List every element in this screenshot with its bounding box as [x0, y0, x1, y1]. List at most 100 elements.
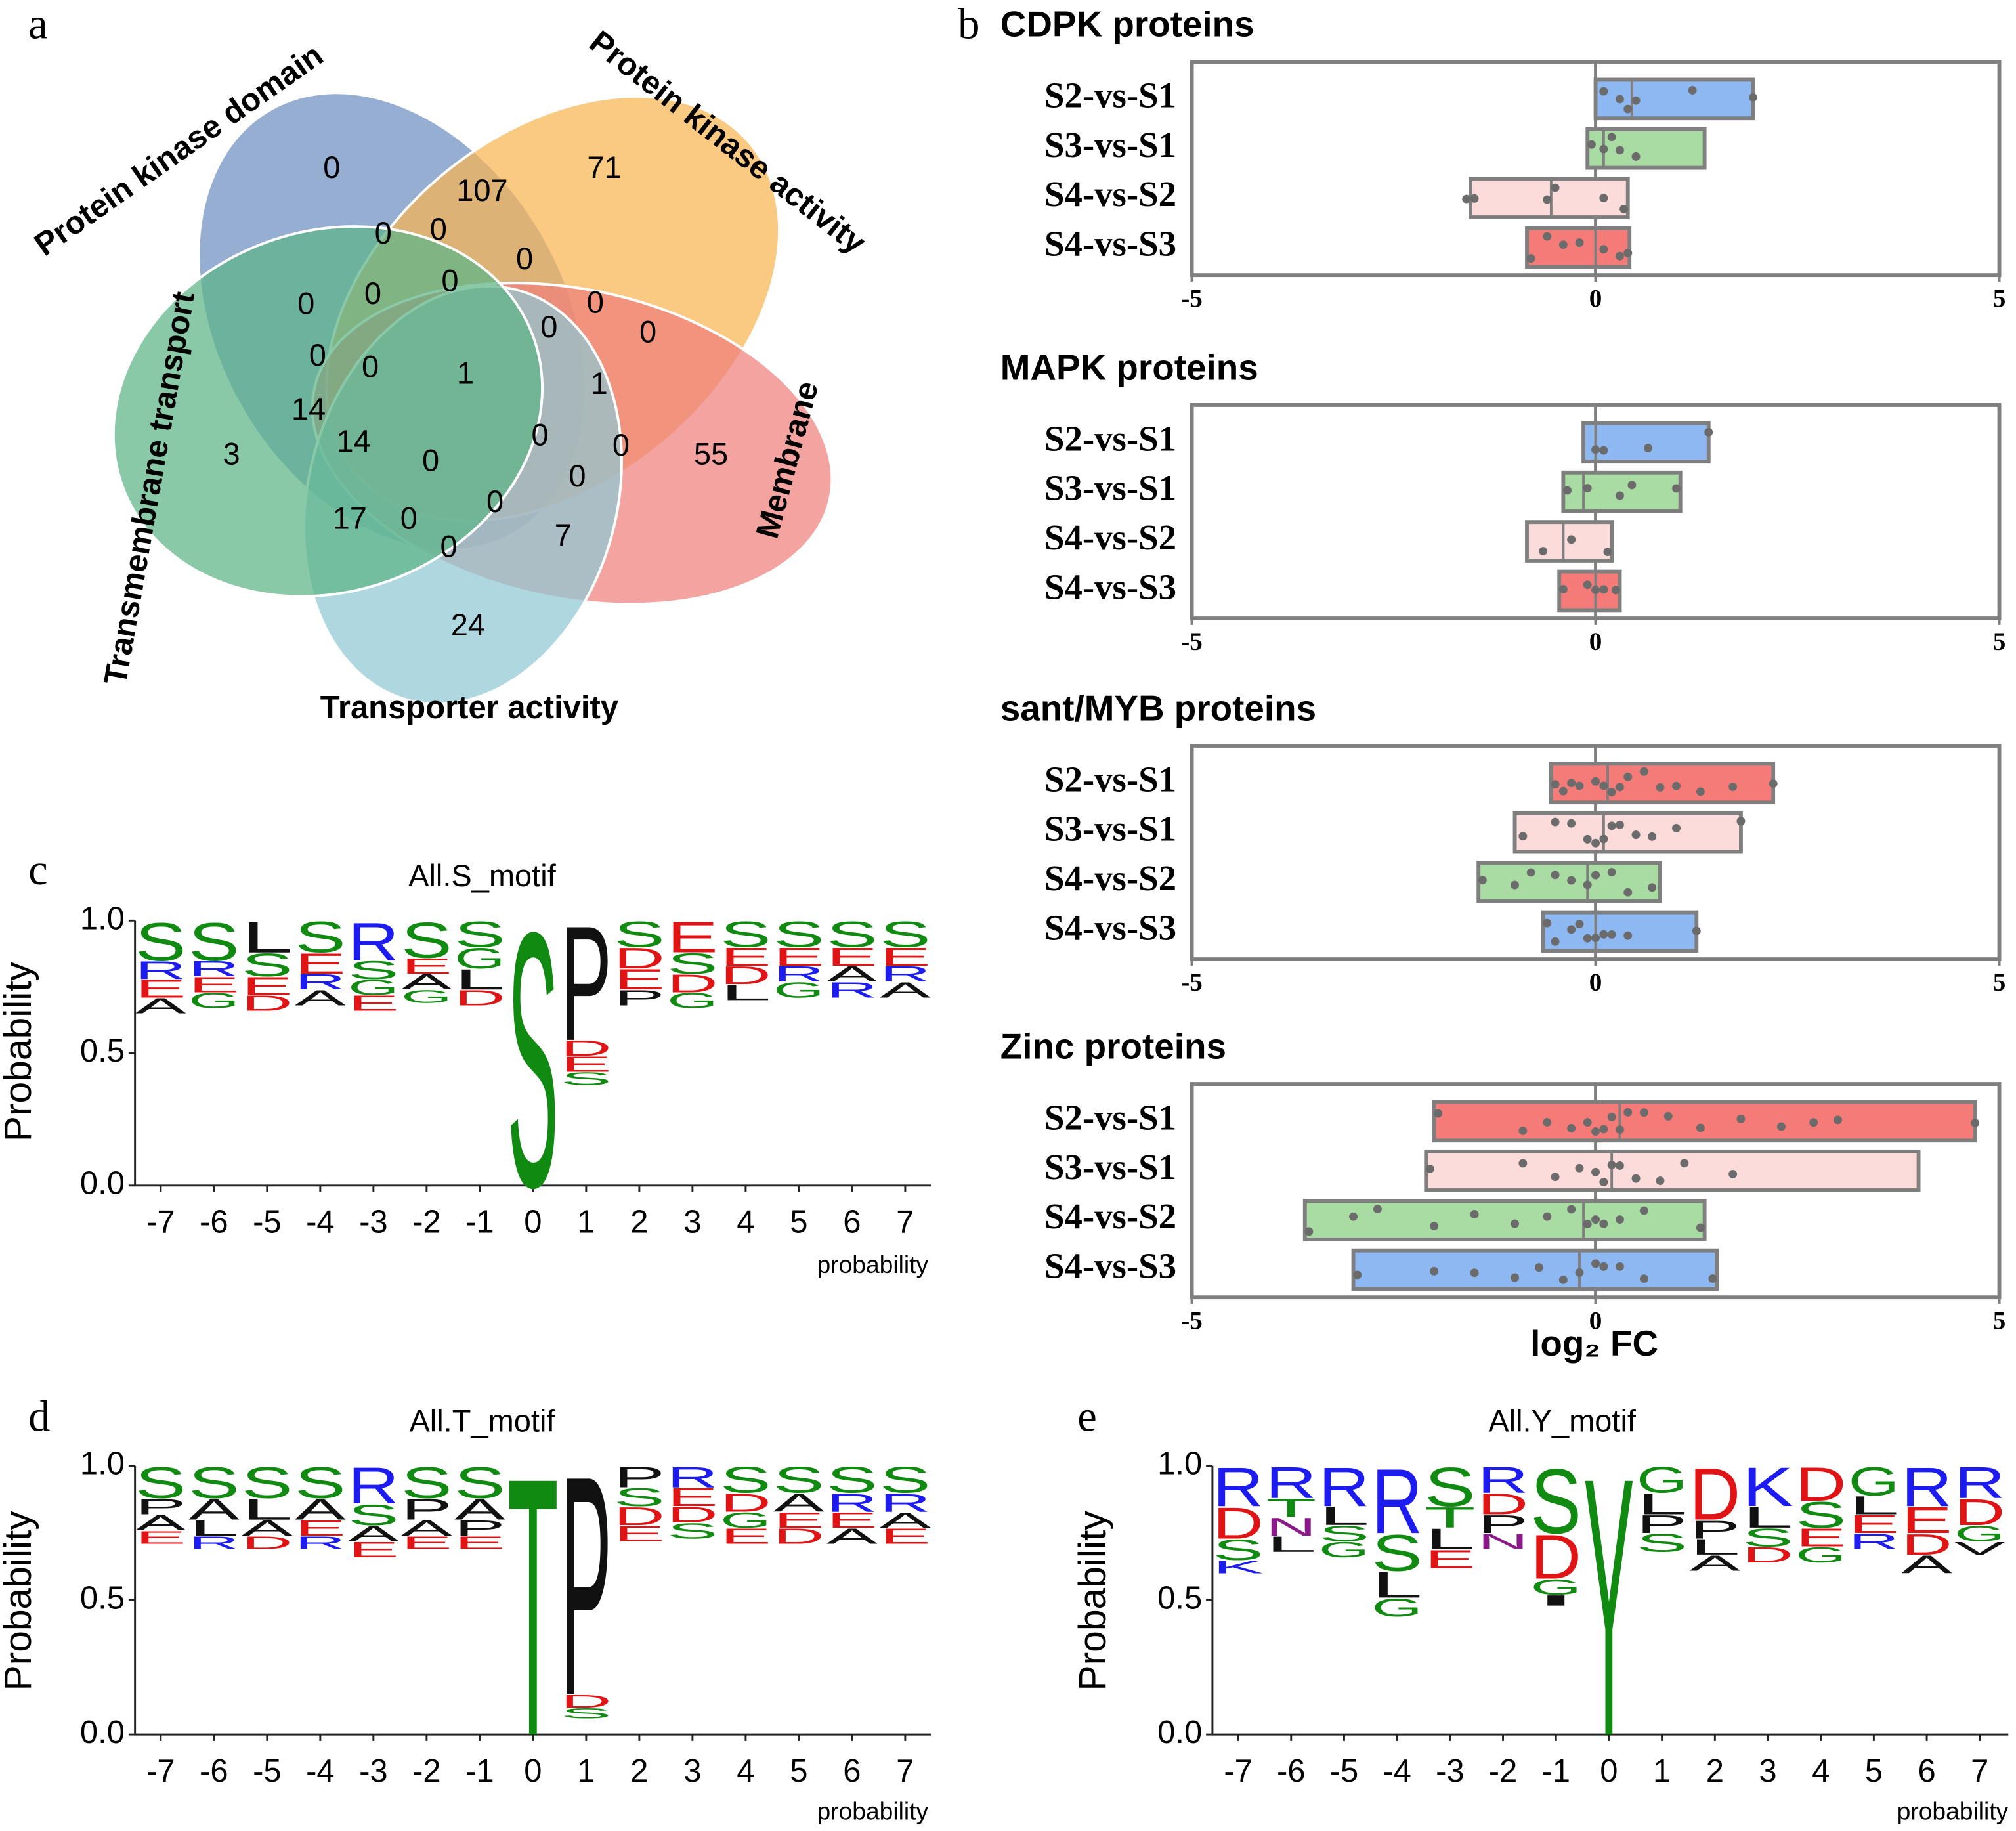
x-axis-label: probability	[817, 1251, 928, 1278]
chart-title: CDPK proteins	[1000, 4, 1255, 45]
logo-letter: A	[401, 970, 452, 994]
logo-letter: G	[188, 988, 240, 1012]
logo-letter: S	[507, 857, 559, 1263]
logo-letter: A	[1901, 1550, 1952, 1579]
logo-letter: S	[1371, 1524, 1422, 1582]
x-tick-label: 0	[1589, 628, 1602, 656]
logo-letter: E	[880, 943, 931, 971]
x-tick-label: -6	[200, 1204, 228, 1239]
logo-letter: R	[667, 1461, 718, 1494]
data-point	[1599, 1178, 1608, 1187]
x-tick-label: -5	[253, 1754, 282, 1789]
data-point	[1558, 585, 1568, 594]
logo-letter: E	[720, 943, 771, 971]
logo-letter: D	[1212, 1499, 1263, 1548]
y-tick-label: S3-vs-S1	[1044, 125, 1176, 165]
region-count: 14	[291, 391, 326, 426]
data-point	[1518, 1126, 1528, 1135]
data-point	[1583, 580, 1592, 590]
data-point	[1425, 1164, 1434, 1173]
data-point	[1591, 445, 1600, 454]
logo-letter: E	[773, 943, 825, 971]
logo-letter: S	[242, 947, 293, 983]
box	[1561, 470, 1683, 513]
x-tick-label: 5	[1993, 284, 2006, 312]
x-tick-label: 5	[790, 1204, 807, 1239]
data-point	[1543, 1212, 1552, 1221]
region-count: 0	[568, 458, 586, 493]
x-tick-label: -4	[1383, 1754, 1411, 1789]
logo-letter: L	[1690, 1534, 1740, 1559]
data-point	[1353, 1270, 1362, 1280]
logo-letter: S	[1742, 1523, 1793, 1552]
y-tick-label: 1.0	[1157, 1446, 1202, 1482]
region-count: 0	[440, 529, 457, 564]
logo-letter: S	[720, 915, 771, 955]
logo-letter: R	[880, 1488, 931, 1517]
y-tick-label: S4-vs-S2	[1044, 174, 1176, 214]
data-point	[1656, 1176, 1665, 1186]
region-count: 0	[309, 337, 326, 372]
region-count: 0	[364, 276, 381, 311]
logo-letter: D	[720, 961, 771, 989]
logo-letter: A	[295, 1493, 346, 1526]
region-count: 1	[591, 366, 608, 400]
x-tick-label: 5	[1993, 1306, 2006, 1335]
x-tick-label: 2	[630, 1754, 648, 1789]
x-tick-label: 7	[896, 1204, 914, 1239]
x-tick-label: 4	[737, 1754, 754, 1789]
logo-letter: D	[1531, 1522, 1581, 1593]
logo-letter: S	[401, 1458, 452, 1507]
x-tick-label: 3	[683, 1754, 701, 1789]
data-point	[1639, 1108, 1648, 1117]
logo-letter: S	[242, 1458, 293, 1507]
logo-letter: P	[401, 1493, 452, 1526]
box	[1525, 226, 1632, 269]
logo-letter: D	[667, 969, 718, 997]
logo-letter: E	[880, 1524, 931, 1549]
data-point	[1575, 238, 1584, 247]
logo-letter: A	[135, 1511, 186, 1536]
logo-letter: G	[1531, 1575, 1581, 1600]
logo-letter: G	[1795, 1543, 1846, 1568]
logo-letter: K	[1742, 1456, 1793, 1518]
data-point	[1563, 486, 1572, 495]
set-label: Transporter activity	[320, 690, 618, 725]
x-tick-label: 1	[1653, 1754, 1671, 1789]
x-tick-label: 0	[524, 1754, 542, 1789]
data-point	[1607, 930, 1616, 939]
data-point	[1304, 1227, 1314, 1236]
logo-letter: R	[1266, 1458, 1316, 1507]
logo-letter: Y	[1583, 1402, 1634, 1814]
data-point	[1543, 232, 1552, 241]
box	[1512, 811, 1743, 854]
y-tick-label: S2-vs-S1	[1044, 1097, 1176, 1137]
data-point	[1607, 1112, 1616, 1121]
logo-letter: D	[773, 1524, 825, 1549]
data-point	[1462, 194, 1471, 204]
y-tick-label: S4-vs-S2	[1044, 517, 1176, 557]
logo-letter: A	[295, 985, 346, 1010]
y-tick-label: S4-vs-S3	[1044, 224, 1176, 264]
logo-letter: D	[1478, 1488, 1528, 1520]
logo-letter: L	[188, 1516, 240, 1541]
logo-letter: E	[1901, 1499, 1952, 1541]
data-point	[1575, 1268, 1584, 1277]
data-point	[1551, 937, 1560, 946]
logo-letter: E	[401, 954, 452, 978]
x-tick-label: 1	[577, 1204, 595, 1239]
panel-label: a	[28, 0, 48, 48]
data-point	[1615, 783, 1624, 792]
data-point	[1591, 1127, 1600, 1136]
logo-letter: R	[1478, 1459, 1528, 1501]
logo-letter: E	[348, 991, 399, 1015]
data-point	[1599, 930, 1608, 939]
data-point	[1599, 446, 1608, 455]
x-tick-label: -5	[253, 1204, 282, 1239]
logo-letter: D	[454, 985, 505, 1010]
logo-letter: E	[1849, 1509, 1899, 1538]
data-point	[1672, 781, 1681, 790]
logo-letter: L	[1849, 1491, 1899, 1520]
data-point	[1551, 817, 1560, 827]
region-count: 0	[441, 263, 458, 297]
